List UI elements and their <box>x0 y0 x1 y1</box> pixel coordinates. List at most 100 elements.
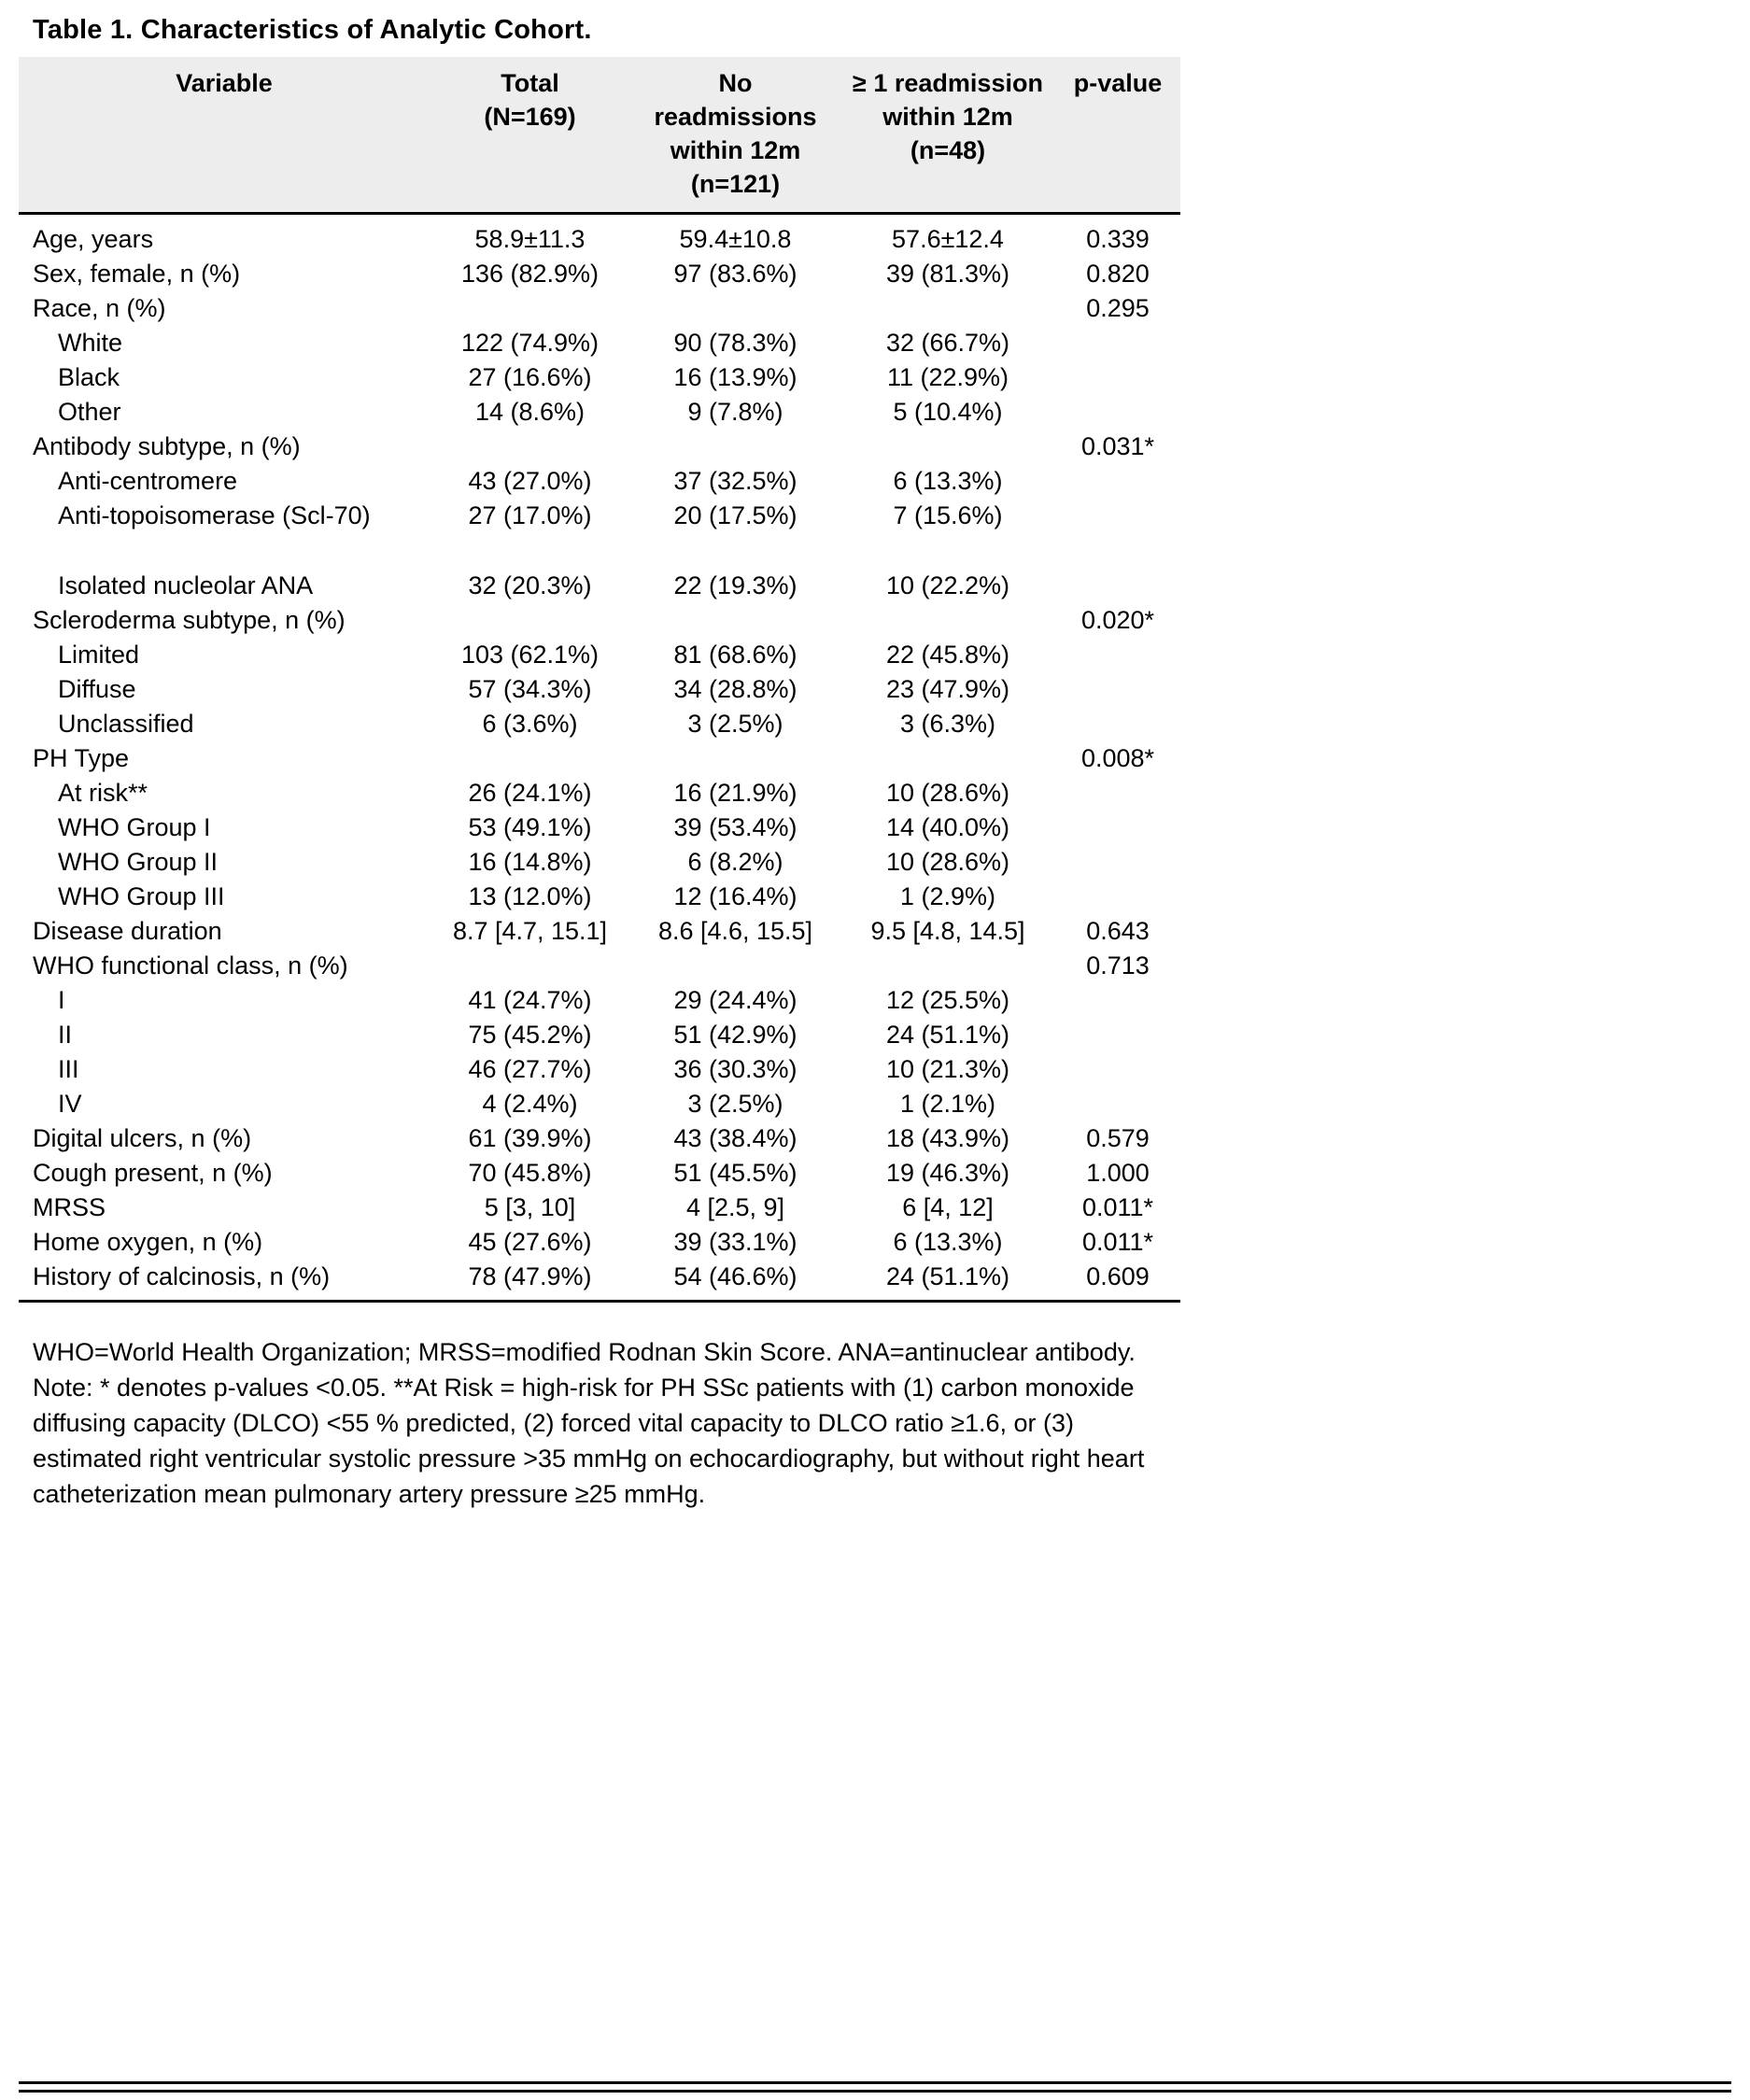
table-row: At risk** 26 (24.1%) 16 (21.9%) 10 (28.6%) <box>19 776 1180 810</box>
table-row: Black 27 (16.6%) 16 (13.9%) 11 (22.9%) <box>19 360 1180 395</box>
cell-variable: Home oxygen, n (%) <box>33 1228 263 1256</box>
cell-p-value <box>1055 1087 1180 1121</box>
cell-total: 78 (47.9%) <box>430 1260 630 1303</box>
bottom-double-rule <box>19 2081 1731 2093</box>
cell-variable: Digital ulcers, n (%) <box>33 1124 252 1152</box>
table-row: Other 14 (8.6%) 9 (7.8%) 5 (10.4%) <box>19 395 1180 430</box>
cell-total: 70 (45.8%) <box>468 1159 592 1187</box>
cell-p-value <box>1055 326 1180 360</box>
table-row: History of calcinosis, n (%) 78 (47.9%) 54… <box>19 1260 1180 1303</box>
cell-no-readmissions: 6 (8.2%) <box>687 848 783 876</box>
cell-variable: MRSS <box>33 1193 106 1221</box>
cell-no-readmissions: 39 (33.1%) <box>673 1228 797 1256</box>
cell-no-readmissions: 4 [2.5, 9] <box>685 1193 785 1221</box>
cell-readmissions: 12 (25.5%) <box>885 986 1010 1014</box>
cell-total: 14 (8.6%) <box>474 398 586 426</box>
cell-readmissions: 24 (51.1%) <box>885 1021 1010 1049</box>
footnote-abbreviations: WHO=World Health Organization; MRSS=modi… <box>33 1338 1136 1366</box>
cell-p-value: 0.020* <box>1080 606 1155 634</box>
cell-no-readmissions: 20 (17.5%) <box>673 501 797 529</box>
table-row: MRSS 5 [3, 10] 4 [2.5, 9] 6 [4, 12] 0.011* <box>19 1191 1180 1225</box>
cell-p-value <box>1055 983 1180 1018</box>
cell-variable: Anti-topoisomerase (Scl-70) <box>58 501 371 529</box>
cell-p-value <box>1055 1018 1180 1052</box>
cell-no-readmissions: 37 (32.5%) <box>673 467 797 495</box>
cell-no-readmissions: 3 (2.5%) <box>687 1090 783 1118</box>
cell-no-readmissions <box>630 533 840 569</box>
cell-readmissions: 32 (66.7%) <box>885 329 1010 357</box>
cell-total: 32 (20.3%) <box>468 571 592 599</box>
cell-p-value <box>1055 1052 1180 1087</box>
cell-no-readmissions: 51 (45.5%) <box>673 1159 797 1187</box>
cell-total: 27 (17.0%) <box>468 501 592 529</box>
cell-readmissions <box>840 533 1055 569</box>
cell-variable: At risk** <box>58 779 148 807</box>
table-row: White 122 (74.9%) 90 (78.3%) 32 (66.7%) <box>19 326 1180 360</box>
table-row: Anti-topoisomerase (Scl-70) 27 (17.0%) 20 … <box>19 499 1180 533</box>
cell-p-value <box>1055 776 1180 810</box>
cell-total: 27 (16.6%) <box>468 363 592 391</box>
cell-variable: WHO Group II <box>58 848 219 876</box>
cell-total: 41 (24.7%) <box>468 986 592 1014</box>
header-readmissions: ≥ 1 readmission within 12m (n=48) <box>840 57 1055 215</box>
cell-p-value: 0.008* <box>1080 744 1155 772</box>
cell-total: 46 (27.7%) <box>468 1055 592 1083</box>
table-row: WHO Group III 13 (12.0%) 12 (16.4%) 1 (2.9%… <box>19 880 1180 914</box>
characteristics-table: Variable Total (N=169) No readmissions w… <box>19 57 1180 1303</box>
cell-no-readmissions: 54 (46.6%) <box>630 1260 840 1303</box>
table-row: Isolated nucleolar ANA 32 (20.3%) 22 (19.3… <box>19 569 1180 603</box>
cell-readmissions: 23 (47.9%) <box>885 675 1010 703</box>
cell-total: 61 (39.9%) <box>468 1124 592 1152</box>
cell-p-value: 1.000 <box>1086 1159 1150 1187</box>
cell-no-readmissions: 90 (78.3%) <box>673 329 797 357</box>
table-row: Anti-centromere 43 (27.0%) 37 (32.5%) 6 (13… <box>19 464 1180 499</box>
cell-total: 8.7 [4.7, 15.1] <box>452 917 608 945</box>
cell-total <box>430 533 630 569</box>
cell-no-readmissions <box>630 430 840 464</box>
cell-readmissions: 10 (21.3%) <box>885 1055 1010 1083</box>
table-row: III 46 (27.7%) 36 (30.3%) 10 (21.3%) <box>19 1052 1180 1087</box>
cell-readmissions: 39 (81.3%) <box>885 260 1010 288</box>
cell-total: 58.9±11.3 <box>474 225 586 253</box>
footnotes: WHO=World Health Organization; MRSS=modi… <box>19 1334 1153 1512</box>
cell-p-value <box>1055 533 1180 569</box>
cell-readmissions: 19 (46.3%) <box>885 1159 1010 1187</box>
table-row: WHO Group I 53 (49.1%) 39 (53.4%) 14 (40.0%… <box>19 810 1180 845</box>
cell-readmissions: 1 (2.1%) <box>899 1090 996 1118</box>
cell-total: 57 (34.3%) <box>468 675 592 703</box>
cell-readmissions <box>840 741 1055 776</box>
cell-variable: Sex, female, n (%) <box>33 260 241 288</box>
cell-total: 103 (62.1%) <box>460 641 600 669</box>
cell-no-readmissions: 34 (28.8%) <box>673 675 797 703</box>
cell-p-value: 0.011* <box>1081 1193 1154 1221</box>
cell-total: 136 (82.9%) <box>460 260 600 288</box>
cell-p-value: 0.579 <box>1086 1124 1150 1152</box>
cell-p-value: 0.820 <box>1086 260 1150 288</box>
cell-variable: III <box>58 1055 79 1083</box>
cell-variable: WHO functional class, n (%) <box>33 951 348 980</box>
table-title: Table 1. Characteristics of Analytic Coh… <box>33 15 592 45</box>
table-row: Race, n (%) 0.295 <box>19 291 1180 326</box>
cell-variable: White <box>58 329 123 357</box>
cell-readmissions: 10 (28.6%) <box>885 848 1010 876</box>
cell-variable <box>19 533 430 569</box>
cell-total <box>430 741 630 776</box>
cell-no-readmissions: 97 (83.6%) <box>673 260 797 288</box>
header-variable: Variable <box>19 57 430 215</box>
cell-p-value: 0.643 <box>1086 917 1150 945</box>
cell-no-readmissions: 16 (13.9%) <box>673 363 797 391</box>
cell-variable: Age, years <box>33 225 154 253</box>
cell-no-readmissions: 8.6 [4.6, 15.5] <box>657 917 813 945</box>
cell-readmissions: 57.6±12.4 <box>892 225 1004 253</box>
cell-p-value <box>1055 638 1180 672</box>
table-row: Cough present, n (%) 70 (45.8%) 51 (45.5%)… <box>19 1156 1180 1191</box>
cell-variable: Unclassified <box>58 710 194 738</box>
cell-readmissions: 5 (10.4%) <box>893 398 1003 426</box>
cell-p-value: 0.609 <box>1055 1260 1180 1303</box>
cell-variable: Scleroderma subtype, n (%) <box>33 606 346 634</box>
cell-readmissions: 18 (43.9%) <box>885 1124 1010 1152</box>
cell-p-value: 0.713 <box>1086 951 1150 980</box>
cell-readmissions: 1 (2.9%) <box>899 882 996 910</box>
cell-readmissions <box>840 603 1055 638</box>
table-row: Age, years 58.9±11.3 59.4±10.8 57.6±12.4 0.3… <box>19 214 1180 258</box>
